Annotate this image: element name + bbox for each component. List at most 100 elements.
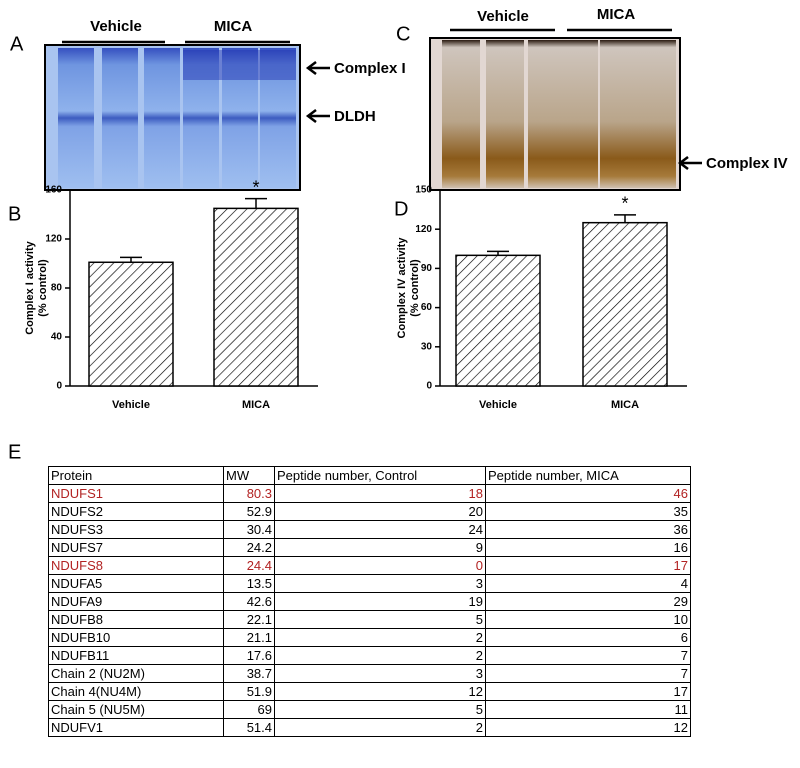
table-cell: 51.9 xyxy=(223,682,275,701)
table-cell: 10 xyxy=(485,610,691,629)
table-cell: Protein xyxy=(48,466,224,485)
gel-a xyxy=(44,40,330,191)
table-cell: 2 xyxy=(274,646,486,665)
table-cell: 17 xyxy=(485,556,691,575)
table-cell: 2 xyxy=(274,718,486,737)
table-cell: 7 xyxy=(485,646,691,665)
protein-table: Protein MW Peptide number, Control Peptide … xyxy=(48,466,691,737)
table-cell: 22.1 xyxy=(223,610,275,629)
significance-mark: * xyxy=(252,177,259,197)
table-cell: NDUFS7 xyxy=(48,538,224,557)
table-cell: NDUFS2 xyxy=(48,502,224,521)
significance-mark: * xyxy=(621,194,628,214)
bar xyxy=(582,221,668,387)
table-row: NDUFA5 13.5 3 4 xyxy=(48,574,691,593)
bar xyxy=(455,254,541,387)
y-tick-label: 120 xyxy=(45,234,62,245)
band-label: DLDH xyxy=(334,108,376,125)
table-cell: 42.6 xyxy=(223,592,275,611)
table-row: NDUFS1 80.3 18 46 xyxy=(48,484,691,503)
y-axis-label: Complex IV activity xyxy=(396,237,408,339)
table-cell: NDUFB10 xyxy=(48,628,224,647)
group-label: MICA xyxy=(597,6,635,23)
bar xyxy=(88,261,174,387)
panel-label: C xyxy=(396,23,410,45)
y-tick-label: 0 xyxy=(56,381,62,392)
y-axis-label: (% control) xyxy=(37,259,49,317)
table-cell: NDUFS8 xyxy=(48,556,224,575)
y-tick-label: 150 xyxy=(415,185,432,196)
table-cell: 69 xyxy=(223,700,275,719)
table-row: Chain 2 (NU2M) 38.7 3 7 xyxy=(48,664,691,683)
table-row: NDUFB10 21.1 2 6 xyxy=(48,628,691,647)
x-tick-label: MICA xyxy=(611,399,639,411)
table-cell: 12 xyxy=(485,718,691,737)
table-cell: 24.2 xyxy=(223,538,275,557)
table-cell: 29 xyxy=(485,592,691,611)
table-cell: 0 xyxy=(274,556,486,575)
table-cell: 51.4 xyxy=(223,718,275,737)
panel-label: D xyxy=(394,198,408,220)
group-label: MICA xyxy=(214,18,252,35)
table-cell: 17.6 xyxy=(223,646,275,665)
table-cell: 52.9 xyxy=(223,502,275,521)
table-cell: 35 xyxy=(485,502,691,521)
table-cell: NDUFA5 xyxy=(48,574,224,593)
group-label: Vehicle xyxy=(90,18,142,35)
table-cell: 20 xyxy=(274,502,486,521)
table-row: NDUFS3 30.4 24 36 xyxy=(48,520,691,539)
table-cell: NDUFS3 xyxy=(48,520,224,539)
table-cell: 3 xyxy=(274,664,486,683)
table-cell: 80.3 xyxy=(223,484,275,503)
table-row: NDUFV1 51.4 2 12 xyxy=(48,718,691,737)
table-cell: 4 xyxy=(485,574,691,593)
y-tick-label: 120 xyxy=(415,224,432,235)
table-cell: NDUFA9 xyxy=(48,592,224,611)
panel-label: A xyxy=(10,33,24,55)
header-row: Protein MW Peptide number, Control Peptide … xyxy=(48,466,691,485)
table-row: Chain 5 (NU5M) 69 5 11 xyxy=(48,700,691,719)
table-cell: Peptide number, MICA xyxy=(485,466,691,485)
y-tick-label: 160 xyxy=(45,185,62,196)
table-row: NDUFS8 24.4 0 17 xyxy=(48,556,691,575)
table-cell: 5 xyxy=(274,610,486,629)
band-label: Complex IV xyxy=(706,155,788,172)
table-cell: 18 xyxy=(274,484,486,503)
y-tick-label: 90 xyxy=(421,263,433,274)
table-cell: 6 xyxy=(485,628,691,647)
table-row: NDUFB8 22.1 5 10 xyxy=(48,610,691,629)
table-cell: 38.7 xyxy=(223,664,275,683)
table-cell: 19 xyxy=(274,592,486,611)
table-cell: 9 xyxy=(274,538,486,557)
table-cell: NDUFV1 xyxy=(48,718,224,737)
table-row: NDUFA9 42.6 19 29 xyxy=(48,592,691,611)
table-cell: NDUFS1 xyxy=(48,484,224,503)
table-cell: 7 xyxy=(485,664,691,683)
table-cell: 16 xyxy=(485,538,691,557)
y-tick-label: 40 xyxy=(51,332,63,343)
panel-label: E xyxy=(8,441,21,463)
table-cell: 17 xyxy=(485,682,691,701)
y-tick-label: 30 xyxy=(421,341,433,352)
x-tick-label: MICA xyxy=(242,399,270,411)
table-cell: 21.1 xyxy=(223,628,275,647)
y-tick-label: 80 xyxy=(51,283,63,294)
band-label: Complex I xyxy=(334,60,406,77)
y-axis-label: (% control) xyxy=(409,259,421,317)
table-cell: 24.4 xyxy=(223,556,275,575)
gel-c xyxy=(429,28,702,191)
table-cell: NDUFB11 xyxy=(48,646,224,665)
table-cell: 3 xyxy=(274,574,486,593)
table-cell: 36 xyxy=(485,520,691,539)
y-tick-label: 60 xyxy=(421,302,433,313)
table-cell: 11 xyxy=(485,700,691,719)
table-cell: 12 xyxy=(274,682,486,701)
table-cell: 30.4 xyxy=(223,520,275,539)
table-cell: 13.5 xyxy=(223,574,275,593)
table-cell: NDUFB8 xyxy=(48,610,224,629)
table-cell: Chain 2 (NU2M) xyxy=(48,664,224,683)
table-row: NDUFB11 17.6 2 7 xyxy=(48,646,691,665)
panel-label: B xyxy=(8,203,21,225)
